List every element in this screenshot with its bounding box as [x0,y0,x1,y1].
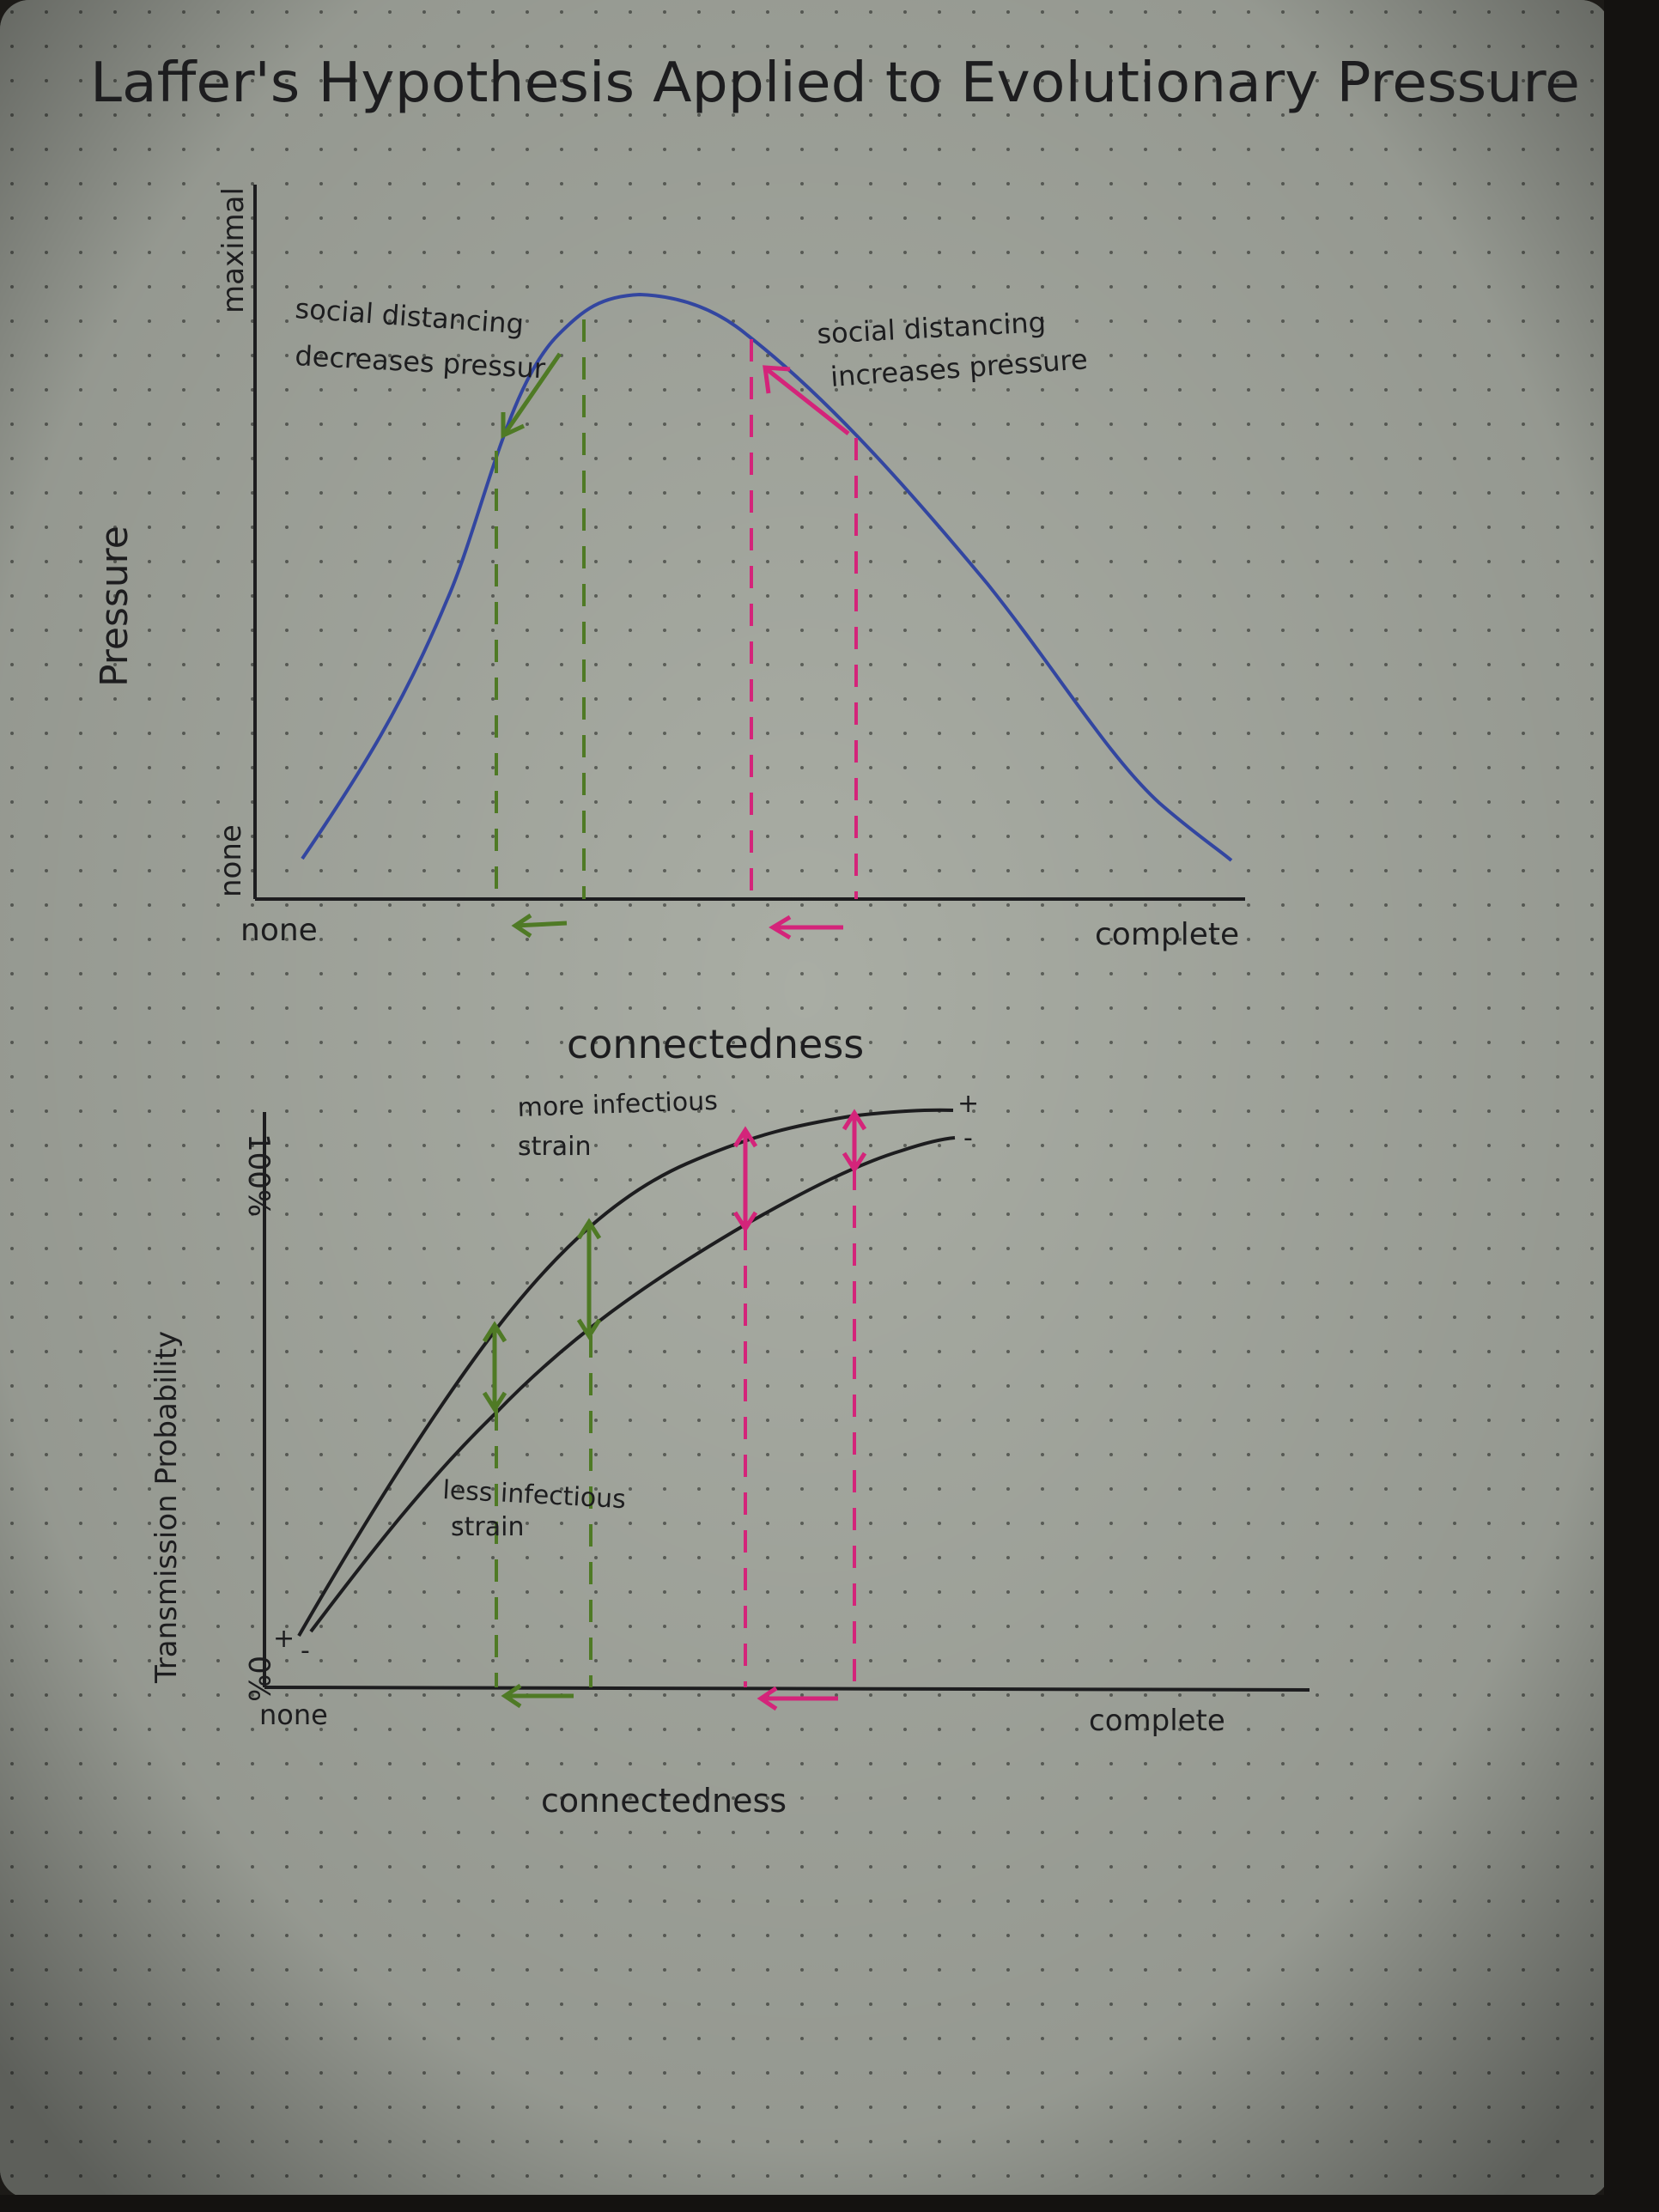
green-gap-arrow-left [482,1321,507,1413]
page-vignette [0,0,1610,2198]
y-axis-label: Transmission Probability [149,1331,184,1684]
plus-mark-right: + [957,1089,979,1119]
notebook-bottom [0,2195,1659,2212]
y-axis-label: Pressure [93,526,137,687]
pressure-chart: maximal none Pressure none complete conn… [93,185,1245,1067]
x-tick-complete: complete [1089,1704,1225,1738]
minus-mark-left: - [301,1636,310,1666]
x-tick-none: none [259,1698,328,1731]
note-upper-line1: more infectious [517,1086,718,1123]
green-curve-arrow [501,352,562,439]
less-infectious-curve [309,1136,956,1633]
notebook-edge [1604,0,1659,2212]
y-tick-0: 0% [241,1656,276,1702]
plus-mark-left: + [273,1624,295,1654]
magenta-shift-arrow [769,915,843,940]
green-shift-arrow [511,913,568,939]
note-upper-line2: strain [518,1132,591,1162]
green-gap-arrow-right [576,1218,602,1340]
x-tick-none: none [240,913,318,948]
y-tick-none: none [214,824,248,897]
minus-mark-right: - [963,1123,973,1153]
y-tick-100: 100% [241,1133,276,1217]
x-axis-label: connectedness [541,1782,787,1820]
pressure-curve [301,292,1233,862]
green-shift-arrow [501,1683,574,1709]
magenta-gap-arrow-right [842,1109,867,1174]
transmission-chart: 100% 0% Transmission Probability none co… [149,1086,1310,1820]
x-axis [264,1686,1310,1692]
page-title: Laffer's Hypothesis Applied to Evolution… [90,52,1580,115]
magenta-gap-arrow-left [732,1126,758,1233]
note-lower-line2: strain [451,1512,524,1542]
magenta-shift-arrow [757,1686,838,1711]
x-tick-complete: complete [1095,917,1239,952]
magenta-curve-arrow [763,365,850,435]
x-axis-label: connectedness [567,1021,864,1067]
y-tick-maximal: maximal [216,187,251,313]
